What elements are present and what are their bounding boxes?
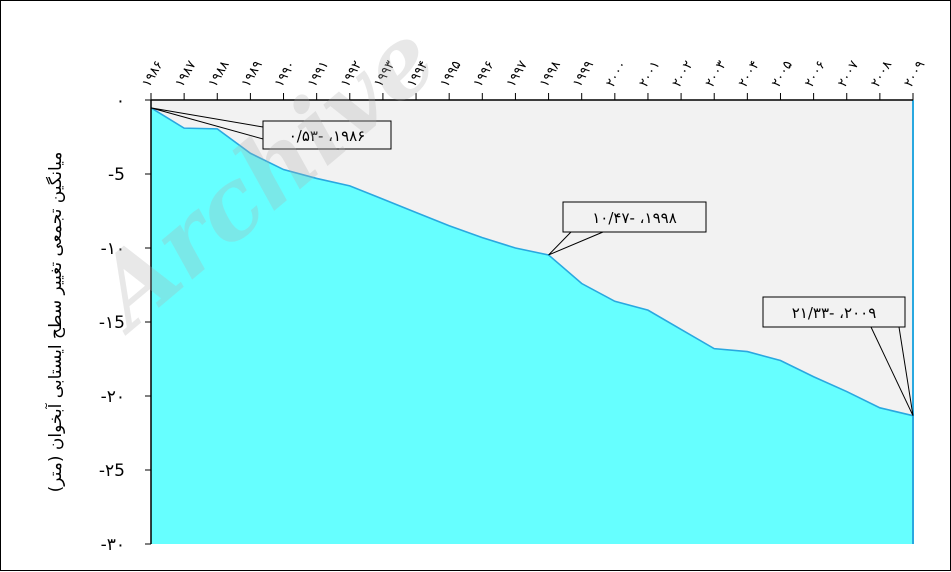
y-axis-label: میانگین تجمعی تغییر سطح ایستابی آبخوان (… xyxy=(44,152,66,493)
x-tick-label: ۲۰۰۸ xyxy=(868,58,895,90)
y-tick-label: -5 xyxy=(108,165,125,185)
x-tick-label: ۱۹۸۹ xyxy=(239,58,266,90)
y-tick-label: -۲۰ xyxy=(101,387,125,407)
x-tick-label: ۲۰۰۶ xyxy=(802,58,829,90)
x-tick-label: ۱۹۹۶ xyxy=(471,58,498,90)
x-tick-label: ۱۹۹۹ xyxy=(570,58,597,90)
x-tick-label: ۱۹۹۷ xyxy=(504,58,531,90)
x-tick-label: ۱۹۸۸ xyxy=(206,58,233,90)
x-tick-label: ۲۰۰۵ xyxy=(769,58,796,90)
x-tick-label: ۱۹۸۶ xyxy=(139,58,166,90)
x-tick-label: ۲۰۰۰ xyxy=(603,58,630,90)
y-tick-labels: ۰-5-۱۰-۱5-۲۰-۲5-۳۰ xyxy=(99,91,125,555)
y-tick-label: -۲5 xyxy=(99,461,125,481)
x-tick-label: ۲۰۰۷ xyxy=(835,58,862,90)
y-tick-label: -۳۰ xyxy=(101,535,125,555)
x-tick-label: ۲۰۰۴ xyxy=(736,58,763,90)
callout-label: ۱۹۹۸، -۱۰/۴۷ xyxy=(592,209,677,227)
y-tick-label: ۰ xyxy=(116,91,125,111)
x-tick-label: ۲۰۰۹ xyxy=(901,58,928,90)
x-tick-label: ۲۰۰۱ xyxy=(636,58,663,90)
x-tick-label: ۱۹۹۸ xyxy=(537,58,564,90)
x-tick-label: ۲۰۰۲ xyxy=(670,58,697,90)
callout-label: ۲۰۰۹، -۲۱/۳۳ xyxy=(792,304,877,322)
x-tick-label: ۲۰۰۳ xyxy=(703,58,730,90)
x-tick-label: ۱۹۸۷ xyxy=(173,58,200,90)
